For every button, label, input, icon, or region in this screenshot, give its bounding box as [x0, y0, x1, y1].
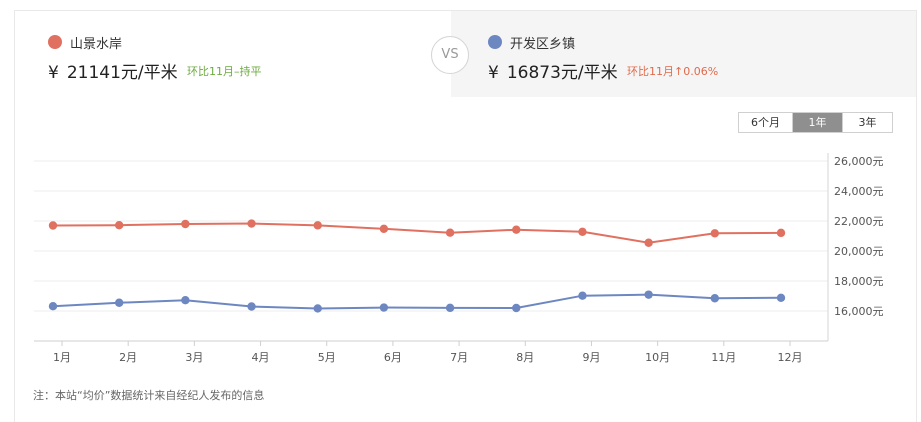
right-community-name: 开发区乡镇 — [510, 37, 576, 52]
data-point — [578, 227, 587, 236]
data-point — [710, 229, 720, 238]
x-tick-label: 5月 — [318, 351, 336, 364]
x-tick-label: 6月 — [384, 351, 402, 364]
y-tick-label: 16,000元 — [834, 305, 884, 318]
time-range-switcher: 6个月 1年 3年 — [738, 112, 893, 133]
y-tick-label: 20,000元 — [834, 245, 884, 258]
series-line-1 — [52, 222, 782, 244]
data-point — [578, 291, 587, 300]
series-line-2 — [52, 293, 782, 310]
data-point — [512, 303, 521, 313]
compare-right-panel: 开发区乡镇 ¥16873元/平米 环比11月↑0.06% — [451, 11, 916, 97]
data-point — [313, 221, 322, 230]
range-button-3-years[interactable]: 3年 — [842, 113, 892, 132]
x-tick-label: 10月 — [645, 351, 670, 364]
y-tick-label: 24,000元 — [834, 185, 884, 198]
x-tick-label: 7月 — [450, 351, 468, 364]
vs-badge: VS — [431, 36, 469, 74]
y-tick-label: 26,000元 — [834, 155, 884, 168]
data-point — [710, 294, 720, 303]
y-tick-label: 22,000元 — [834, 215, 884, 228]
series-dot-icon — [488, 35, 502, 49]
data-point — [114, 221, 124, 230]
range-button-1-year[interactable]: 1年 — [792, 113, 842, 132]
data-point — [379, 303, 389, 312]
data-point — [313, 304, 322, 313]
x-tick-label: 4月 — [252, 351, 270, 364]
data-point — [379, 224, 389, 233]
footnote: 注：本站“均价”数据统计来自经纪人发布的信息 — [33, 389, 265, 402]
x-tick-label: 3月 — [185, 351, 203, 364]
chart-card — [14, 10, 917, 422]
compare-left-panel: 山景水岸 ¥21141元/平米 环比11月–持平 — [15, 11, 451, 97]
x-tick-label: 2月 — [119, 351, 137, 364]
x-tick-label: 9月 — [582, 351, 600, 364]
comparison-header: 山景水岸 ¥21141元/平米 环比11月–持平 开发区乡镇 ¥16873元/平… — [15, 11, 916, 97]
x-tick-label: 11月 — [711, 351, 736, 364]
data-point — [48, 221, 58, 230]
y-tick-label: 18,000元 — [834, 275, 884, 288]
series-dot-icon — [48, 35, 62, 49]
data-point — [776, 228, 786, 238]
right-price: ¥16873元/平米 — [488, 63, 618, 83]
data-point — [48, 302, 58, 311]
left-price: ¥21141元/平米 — [48, 63, 178, 83]
data-point — [181, 296, 190, 305]
data-point — [247, 219, 256, 228]
data-point — [181, 219, 190, 229]
x-tick-label: 12月 — [778, 351, 803, 364]
x-tick-label: 1月 — [53, 351, 71, 364]
data-point — [445, 303, 455, 313]
data-point — [512, 225, 521, 234]
data-point — [114, 298, 124, 307]
data-point — [644, 238, 653, 247]
left-community-name: 山景水岸 — [70, 37, 123, 52]
right-trend: 环比11月↑0.06% — [627, 65, 719, 78]
range-button-6-months[interactable]: 6个月 — [739, 113, 792, 132]
left-trend: 环比11月–持平 — [187, 65, 262, 78]
data-point — [247, 302, 256, 311]
data-point — [445, 228, 455, 237]
data-point — [644, 290, 653, 299]
x-tick-label: 8月 — [516, 351, 534, 364]
data-point — [776, 293, 786, 302]
